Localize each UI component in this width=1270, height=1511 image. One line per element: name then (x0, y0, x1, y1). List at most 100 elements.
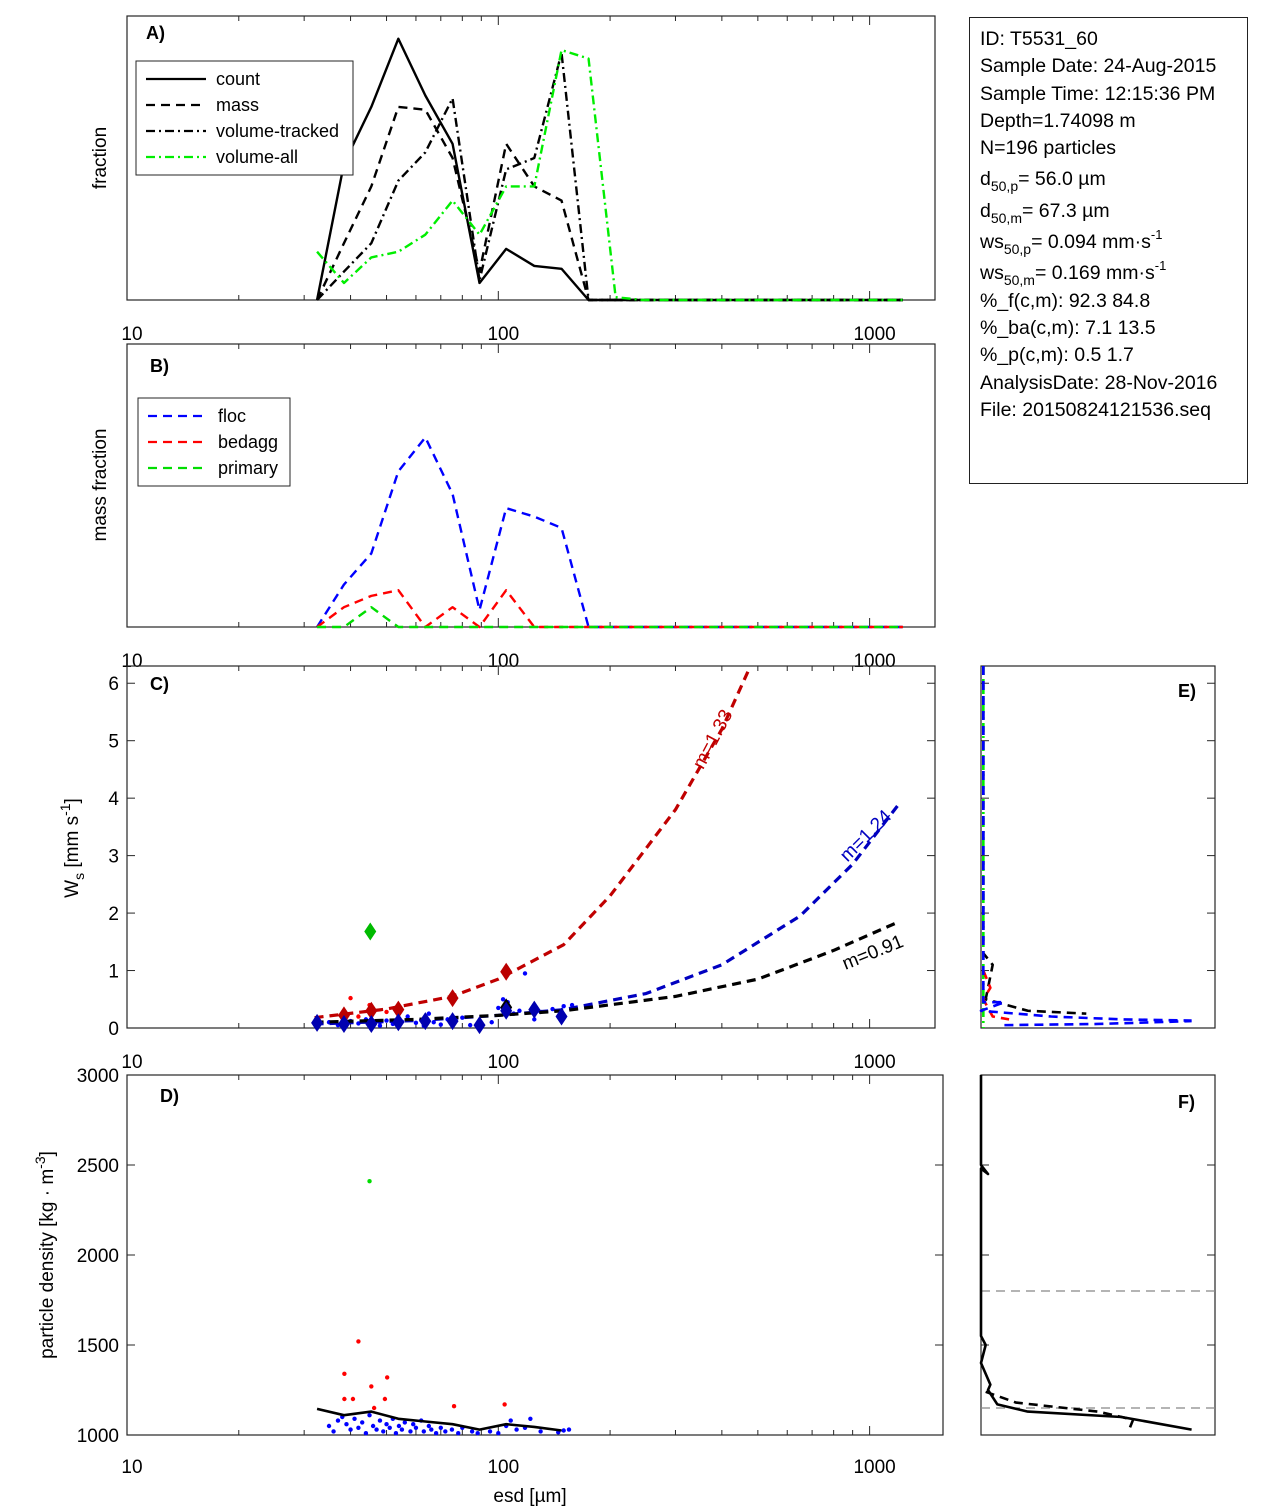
y-tick-label: 2500 (77, 1156, 119, 1177)
info-line: Depth=1.74098 m (980, 109, 1136, 132)
data-point (384, 1375, 390, 1380)
x-tick-label: 10 (121, 324, 142, 345)
data-point (356, 1021, 361, 1026)
bin-median-diamond (528, 1000, 541, 1019)
data-point (475, 1431, 480, 1436)
panel-label: F) (1178, 1092, 1195, 1112)
data-point (496, 1005, 501, 1011)
data-point (377, 1023, 383, 1028)
data-point (487, 1429, 493, 1434)
ylabel-end: ] (37, 1151, 58, 1156)
data-point (326, 1423, 332, 1429)
ylabel-rest: [mm s (62, 816, 83, 873)
panel-c-ylabel: Ws [mm s-1] (57, 798, 87, 898)
bin-median-diamond (364, 922, 377, 941)
bin-median-diamond (500, 962, 513, 981)
panel-f-frame (980, 1074, 1216, 1436)
data-point (384, 1422, 389, 1427)
y-tick-label: 3 (108, 847, 119, 868)
data-point (566, 1427, 572, 1432)
fit-curve (314, 802, 901, 1026)
data-point (522, 971, 528, 976)
info-line: Sample Time: 12:15:36 PM (980, 82, 1216, 105)
data-point (352, 1416, 357, 1422)
data-point (367, 1413, 372, 1418)
y-tick-label: 0 (108, 1019, 119, 1040)
legend-entry: mass (216, 95, 259, 115)
data-point (413, 1020, 419, 1026)
data-point (433, 1431, 439, 1436)
ylabel-main: W (62, 880, 83, 898)
data-point (370, 1423, 376, 1429)
series-line-mass (315, 105, 903, 302)
x-tick-label: 100 (487, 1457, 519, 1478)
data-point (496, 1431, 501, 1436)
info-line: Sample Date: 24-Aug-2015 (980, 55, 1217, 78)
info-line: %_p(c,m): 0.5 1.7 (980, 344, 1134, 367)
panel-d-ylabel: particle density [kg · m-3] (32, 1151, 58, 1359)
data-point (467, 1022, 473, 1028)
fit-curve (314, 920, 900, 1024)
panel-label: A) (146, 23, 165, 43)
y-tick-label: 5 (108, 732, 119, 753)
data-point (399, 1427, 405, 1432)
info-symbol: ws (980, 262, 1004, 285)
x-tick-label: 1000 (853, 651, 895, 672)
bin-median-diamond (446, 989, 459, 1008)
series-line-primary (317, 605, 903, 629)
fit-label: m=0.91 (839, 931, 906, 974)
data-point (331, 1429, 336, 1434)
data-point (517, 1008, 522, 1013)
data-point (538, 1429, 543, 1434)
data-point (532, 1017, 537, 1022)
legend-entry: count (216, 69, 260, 89)
series-line-bedagg (316, 589, 903, 629)
data-point (382, 1396, 388, 1402)
bin-median-diamond (365, 1014, 378, 1033)
data-point (356, 1339, 361, 1344)
data-point (460, 1015, 465, 1020)
fit-curve (314, 671, 750, 1020)
data-point (451, 1404, 457, 1409)
ylabel-sub: s (71, 873, 87, 880)
data-point (342, 1371, 347, 1377)
data-point (335, 1418, 341, 1423)
info-superscript: -1 (1150, 227, 1163, 243)
data-point (456, 1431, 461, 1436)
info-symbol: d (980, 199, 991, 222)
bin-median-diamond (419, 1012, 432, 1031)
x-tick-label: 1000 (853, 1457, 895, 1478)
y-tick-label: 3000 (77, 1066, 119, 1087)
ylabel-sup: -3 (32, 1156, 48, 1169)
info-subscript: 50,p (1003, 241, 1032, 258)
panel-label: C) (150, 674, 169, 694)
data-point (393, 1431, 399, 1436)
data-point (528, 1416, 533, 1422)
data-point (489, 1020, 494, 1025)
data-point (429, 1427, 434, 1432)
x-tick-label: 10 (121, 651, 142, 672)
data-point (405, 1014, 410, 1019)
bin-median-diamond (473, 1016, 486, 1035)
bin-median-diamond (337, 1014, 350, 1033)
ylabel-end: ] (62, 798, 83, 803)
ylabel-main: particle density [kg · m (37, 1169, 58, 1359)
data-point (502, 1402, 507, 1407)
data-point (369, 1384, 374, 1389)
legend-entry: volume-all (216, 147, 298, 167)
distribution-line (1004, 1019, 1192, 1027)
info-line: d50,p= 56.0 µm (980, 166, 1237, 193)
y-tick-label: 2 (108, 904, 119, 925)
median-density-line (316, 1407, 562, 1432)
bin-median-diamond (500, 1001, 513, 1020)
ylabel-sup: -1 (57, 803, 73, 816)
data-point (413, 1425, 419, 1431)
data-point (367, 1179, 372, 1184)
info-value: = 0.169 mm·s (1034, 262, 1155, 285)
data-point (426, 1423, 432, 1429)
panel-a-frame (126, 15, 936, 301)
panel-e-frame (980, 665, 1216, 1029)
data-point (561, 1003, 566, 1009)
info-value: = 67.3 µm (1021, 199, 1110, 222)
